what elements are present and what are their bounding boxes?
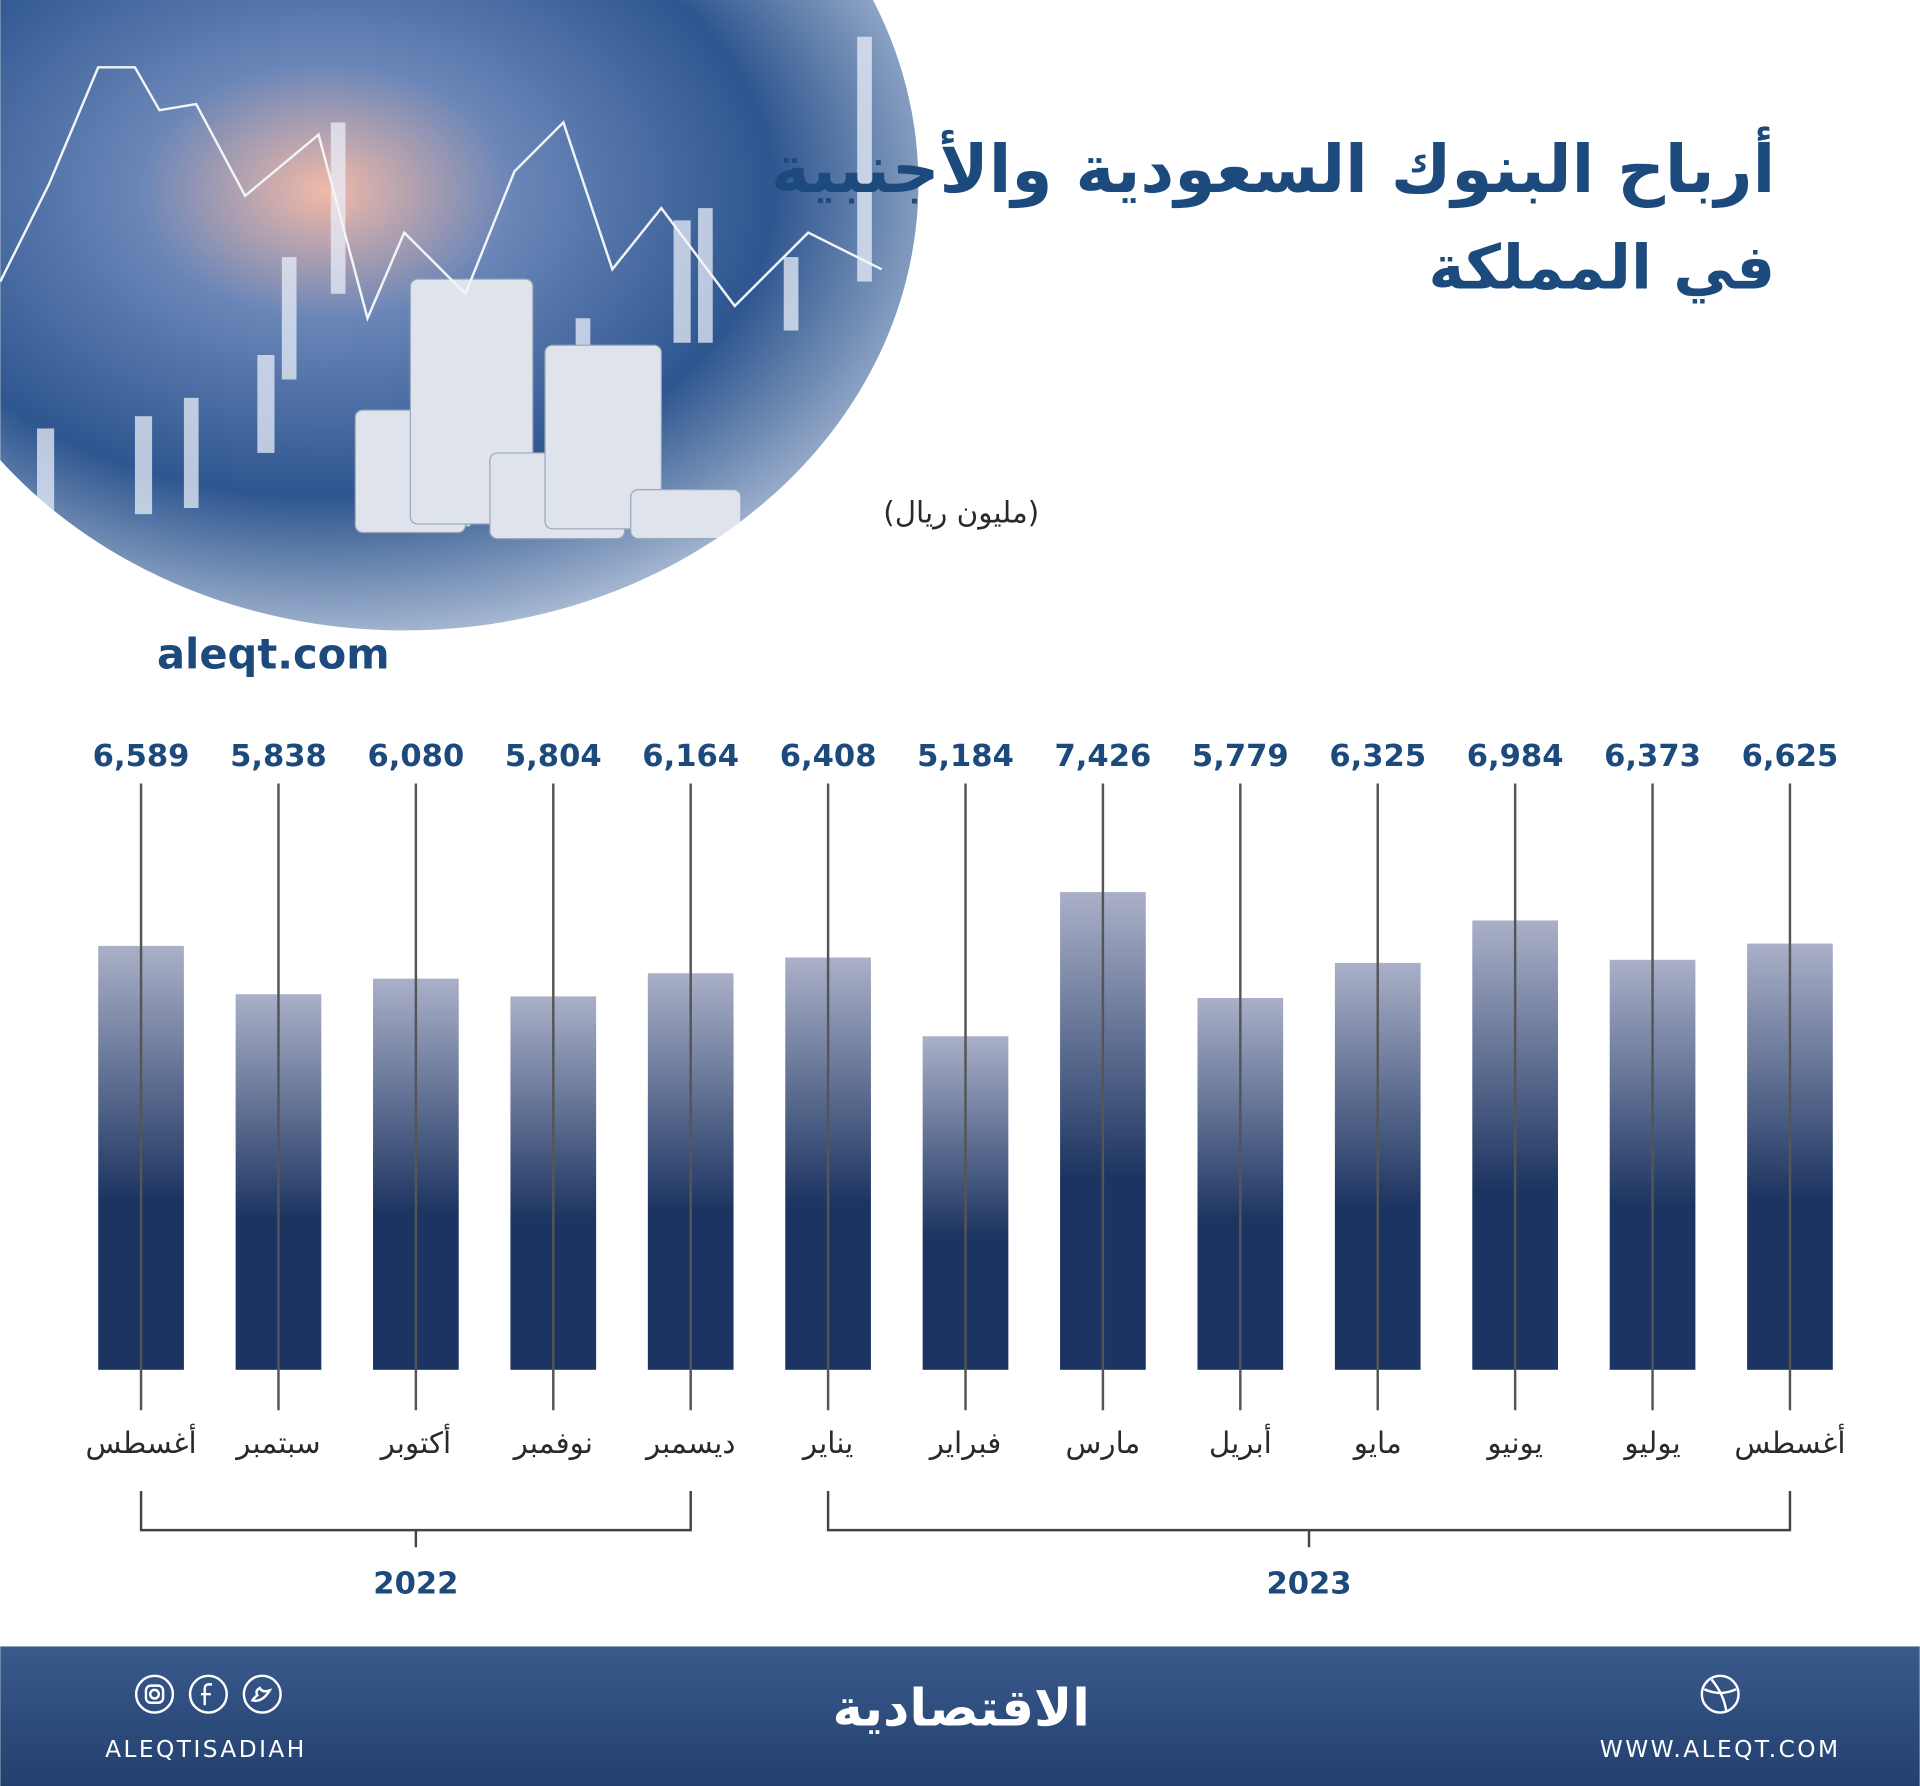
x-tick-label: أبريل [1209,1423,1272,1460]
year-bracket [826,1490,1792,1548]
x-tick-label: نوفمبر [512,1426,593,1460]
value-label: 5,184 [917,739,1014,774]
value-label: 6,080 [367,739,464,774]
value-label: 6,373 [1604,739,1701,774]
chart-subtitle: في المملكة [1428,232,1775,303]
value-label: 6,984 [1467,739,1564,774]
year-bracket [139,1490,692,1548]
value-label: 6,408 [780,739,877,774]
x-tick-label: يناير [801,1426,853,1460]
value-label: 6,625 [1742,739,1839,774]
unit-label: (مليون ريال) [883,496,1039,530]
year-label: 2022 [373,1567,458,1602]
chart-title: أرباح البنوك السعودية والأجنبية [771,126,1775,209]
value-label: 7,426 [1055,739,1152,774]
x-tick-label: يوليو [1622,1426,1680,1460]
social-icons [134,1674,1740,1714]
footer-band [0,1646,1920,1786]
x-tick-label: مارس [1066,1426,1141,1460]
x-tick-label: فبراير [928,1426,1002,1460]
value-label: 6,325 [1329,739,1426,774]
header-image [0,0,919,631]
social-handle: ALEQTISADIAH [105,1736,307,1763]
value-label: 5,779 [1192,739,1289,774]
value-label: 6,164 [642,739,739,774]
value-label: 5,838 [230,739,327,774]
x-tick-label: أكتوبر [379,1423,452,1460]
x-tick-label: أغسطس [85,1423,196,1460]
x-tick-label: مايو [1352,1426,1402,1460]
value-label: 6,589 [93,739,190,774]
source: aleqt.com [157,629,390,678]
logo: الاقتصادية [833,1678,1090,1738]
x-tick-label: ديسمبر [644,1426,735,1460]
x-tick-label: أغسطس [1734,1423,1845,1460]
website: WWW.ALEQT.COM [1600,1736,1841,1763]
x-tick-label: يونيو [1485,1426,1543,1460]
year-label: 2023 [1266,1567,1351,1602]
x-tick-label: سبتمبر [234,1426,320,1460]
value-label: 5,804 [505,739,602,774]
